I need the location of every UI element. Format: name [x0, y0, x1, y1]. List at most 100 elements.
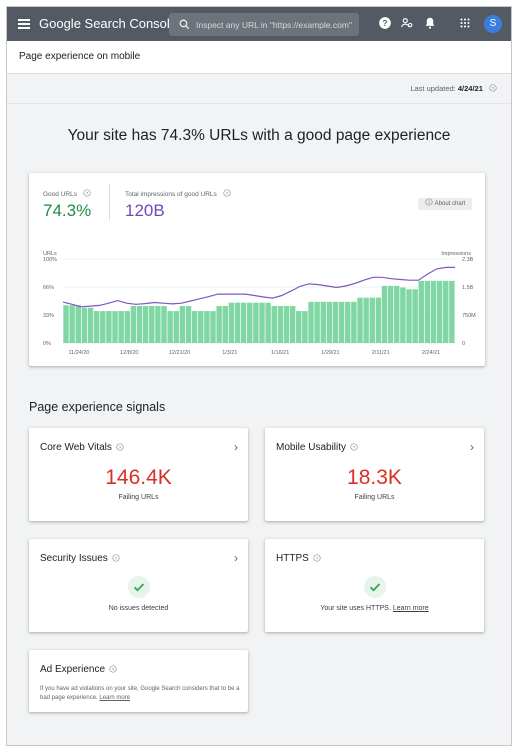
x-tick-label: 1/29/21: [321, 350, 339, 356]
last-updated: Last updated: 4/24/21 ?: [410, 84, 497, 93]
help-circle-icon[interactable]: ?: [313, 554, 321, 562]
signals-section-title: Page experience signals: [29, 400, 166, 414]
help-circle-icon[interactable]: ?: [350, 443, 358, 451]
product-logo[interactable]: Google Search Console: [39, 16, 178, 31]
svg-text:?: ?: [353, 445, 356, 450]
chart-bar: [179, 306, 186, 343]
security-issues-card[interactable]: Security Issues? › No issues detected: [29, 539, 248, 632]
svg-text:?: ?: [383, 19, 388, 28]
card-title: Ad Experience?: [40, 664, 117, 675]
help-circle-icon[interactable]: ?: [109, 665, 117, 673]
app-window: Google Search Console ? S Page experienc…: [6, 6, 512, 746]
check-icon: [127, 576, 150, 598]
chart-bar: [363, 297, 369, 343]
notifications-bell-icon[interactable]: [423, 16, 437, 30]
x-tick-label: 11/24/20: [68, 350, 89, 356]
x-tick-label: 12/8/20: [120, 350, 138, 356]
search-icon: [179, 19, 190, 30]
good-urls-value: 74.3%: [43, 201, 92, 220]
svg-text:?: ?: [492, 86, 495, 91]
chart-bar: [216, 306, 222, 343]
hamburger-menu-icon[interactable]: [18, 19, 30, 29]
svg-text:?: ?: [86, 191, 89, 196]
left-tick-label: 100%: [43, 257, 57, 263]
chart-bar: [430, 280, 437, 343]
chart-bar: [81, 307, 88, 343]
chart-bar: [191, 311, 198, 343]
chart-bar: [369, 297, 375, 343]
chart-bar: [142, 306, 149, 343]
impressions-label: Total impressions of good URLs ?: [125, 189, 231, 198]
chart-bar: [345, 301, 351, 343]
x-tick-label: 2/24/21: [422, 350, 440, 356]
chart-bar: [106, 311, 112, 343]
ad-experience-description: If you have ad violations on your site, …: [40, 686, 240, 701]
right-tick-label: 750M: [462, 313, 476, 319]
chart-bar: [63, 305, 69, 343]
summary-headline: Your site has 74.3% URLs with a good pag…: [67, 127, 451, 144]
chart-bar: [289, 306, 296, 343]
help-circle-icon[interactable]: ?: [112, 554, 120, 562]
about-chart-button[interactable]: About chart: [418, 198, 472, 210]
chart-bar: [400, 287, 406, 343]
chart-bar: [283, 306, 290, 343]
card-title: Core Web Vitals?: [40, 442, 124, 453]
check-icon: [363, 576, 386, 598]
chart-bar: [296, 311, 302, 343]
x-tick-label: 2/11/21: [372, 350, 390, 356]
chart-bar: [265, 302, 271, 343]
chart-bar: [351, 301, 357, 343]
divider: [7, 103, 511, 104]
mobile-usability-card[interactable]: Mobile Usability? › 18.3K Failing URLs: [265, 428, 484, 521]
help-icon[interactable]: ?: [378, 16, 392, 30]
url-inspection-search[interactable]: [169, 13, 359, 36]
help-circle-icon[interactable]: ?: [223, 189, 231, 197]
chart-bar: [112, 311, 118, 343]
learn-more-link[interactable]: Learn more: [99, 695, 131, 701]
chevron-right-icon[interactable]: ›: [470, 440, 474, 454]
chart-bar: [234, 302, 241, 343]
chart-bar: [443, 280, 449, 343]
chart-bar: [130, 306, 137, 343]
users-settings-icon[interactable]: [400, 16, 414, 30]
card-title: Security Issues?: [40, 553, 120, 564]
chevron-right-icon[interactable]: ›: [234, 551, 238, 565]
help-circle-icon[interactable]: ?: [83, 189, 91, 197]
chart-bar: [338, 301, 345, 343]
chart-bar: [75, 305, 81, 343]
right-axis-label: Impressions: [441, 251, 471, 257]
help-circle-icon[interactable]: ?: [489, 84, 497, 92]
chart-bar: [124, 311, 130, 343]
chart-bar: [436, 280, 443, 343]
failing-urls-count: 146.4K: [105, 466, 172, 489]
urls-impressions-chart: URLs Impressions 0% 33% 66% 100% 0 750M 1.5B 2.3B…: [43, 251, 476, 356]
chart-bar: [308, 301, 314, 343]
x-tick-label: 1/16/21: [271, 350, 289, 356]
chart-bar: [332, 301, 339, 343]
page-experience-chart-card: Good URLs ? 74.3% Total impressions of g…: [29, 173, 485, 366]
chart-bar: [69, 305, 75, 343]
top-app-bar: Google Search Console ? S: [7, 7, 511, 41]
chart-bar: [228, 302, 235, 343]
svg-text:?: ?: [225, 191, 228, 196]
right-tick-label: 0: [462, 341, 465, 347]
search-input[interactable]: [196, 13, 356, 36]
chart-bar: [394, 285, 400, 343]
account-avatar[interactable]: S: [484, 15, 502, 33]
https-card: HTTPS? Your site uses HTTPS. Learn more: [265, 539, 484, 632]
left-tick-label: 66%: [43, 285, 54, 291]
failing-urls-label: Failing URLs: [354, 494, 395, 501]
help-circle-icon[interactable]: ?: [116, 443, 124, 451]
chart-bar: [381, 285, 388, 343]
x-tick-label: 12/21/20: [169, 350, 190, 356]
chart-bar: [136, 306, 143, 343]
chart-bar: [320, 301, 326, 343]
failing-urls-count: 18.3K: [347, 466, 402, 489]
chart-bar: [418, 280, 424, 343]
core-web-vitals-card[interactable]: Core Web Vitals? › 146.4K Failing URLs: [29, 428, 248, 521]
chart-bar: [198, 311, 204, 343]
chart-bar: [271, 306, 277, 343]
apps-grid-icon[interactable]: [458, 16, 472, 30]
learn-more-link[interactable]: Learn more: [392, 605, 429, 612]
chevron-right-icon[interactable]: ›: [234, 440, 238, 454]
